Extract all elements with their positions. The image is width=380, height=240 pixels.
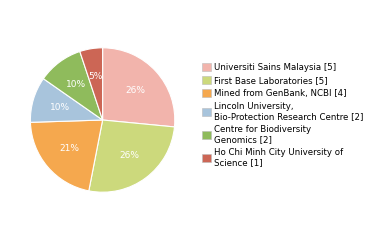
- Wedge shape: [30, 79, 103, 122]
- Text: 10%: 10%: [50, 103, 70, 112]
- Wedge shape: [80, 48, 103, 120]
- Wedge shape: [30, 120, 103, 191]
- Legend: Universiti Sains Malaysia [5], First Base Laboratories [5], Mined from GenBank, : Universiti Sains Malaysia [5], First Bas…: [202, 63, 363, 168]
- Wedge shape: [43, 51, 103, 120]
- Text: 10%: 10%: [66, 80, 86, 89]
- Wedge shape: [89, 120, 174, 192]
- Text: 26%: 26%: [119, 151, 139, 160]
- Text: 5%: 5%: [89, 72, 103, 81]
- Text: 21%: 21%: [59, 144, 79, 153]
- Text: 26%: 26%: [125, 86, 145, 95]
- Wedge shape: [103, 48, 175, 127]
